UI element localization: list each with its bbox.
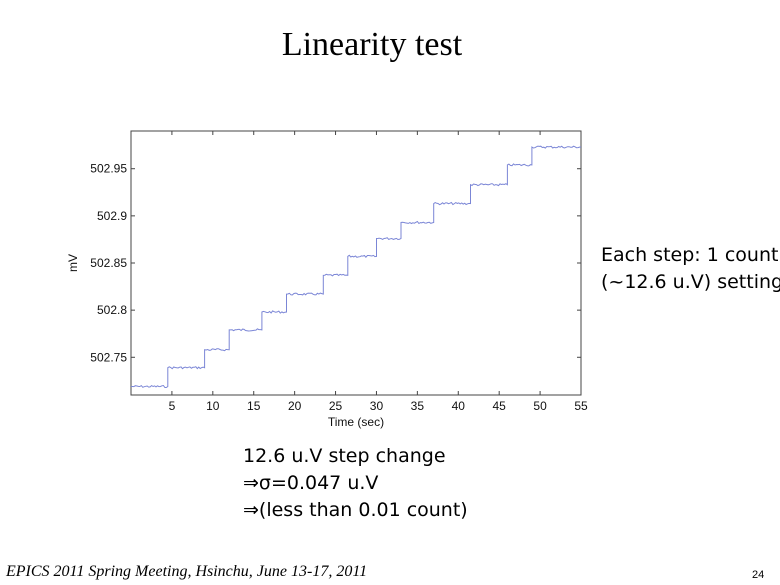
axis-ticks xyxy=(131,131,582,395)
result-note-line: ⇒σ=0.047 u.V xyxy=(243,472,379,494)
y-tick-label: 502.75 xyxy=(90,350,127,364)
x-tick-label: 15 xyxy=(247,399,261,413)
x-tick-label: 25 xyxy=(329,399,343,413)
x-tick-label: 55 xyxy=(574,399,588,413)
result-note-line: 12.6 u.V step change xyxy=(243,445,446,467)
footer-text: EPICS 2011 Spring Meeting, Hsinchu, June… xyxy=(6,563,368,580)
x-tick-label: 5 xyxy=(169,399,176,413)
y-tick-label: 502.9 xyxy=(97,209,127,223)
plot-frame xyxy=(130,130,582,396)
x-tick-label: 35 xyxy=(411,399,425,413)
y-tick-label: 502.8 xyxy=(97,303,127,317)
result-note: 12.6 u.V step change ⇒σ=0.047 u.V ⇒(less… xyxy=(243,443,468,524)
x-tick-label: 40 xyxy=(452,399,466,413)
slide-title: Linearity test xyxy=(281,26,463,63)
tick-labels: 5 10 15 20 25 30 35 40 45 50 55 502.75 502.8 502.85 50… xyxy=(90,162,588,413)
step-note: Each step: 1 count (~12.6 u.V) settings xyxy=(601,242,780,296)
result-note-line: ⇒(less than 0.01 count) xyxy=(243,499,468,521)
series-line xyxy=(131,145,582,388)
y-axis-title: mV xyxy=(66,254,80,272)
x-axis-title: Time (sec) xyxy=(328,415,384,429)
step-note-line: (~12.6 u.V) settings xyxy=(601,271,780,293)
y-axis-title-text: mV xyxy=(66,254,80,272)
y-tick-label: 502.95 xyxy=(90,162,127,176)
x-tick-label: 50 xyxy=(533,399,547,413)
x-tick-label: 30 xyxy=(370,399,384,413)
series-group xyxy=(131,145,582,388)
x-tick-label: 10 xyxy=(206,399,220,413)
step-note-line: Each step: 1 count xyxy=(601,244,779,266)
page-number: 24 xyxy=(752,569,765,581)
x-tick-label: 20 xyxy=(288,399,302,413)
y-tick-label: 502.85 xyxy=(90,256,127,270)
x-tick-label: 45 xyxy=(493,399,507,413)
